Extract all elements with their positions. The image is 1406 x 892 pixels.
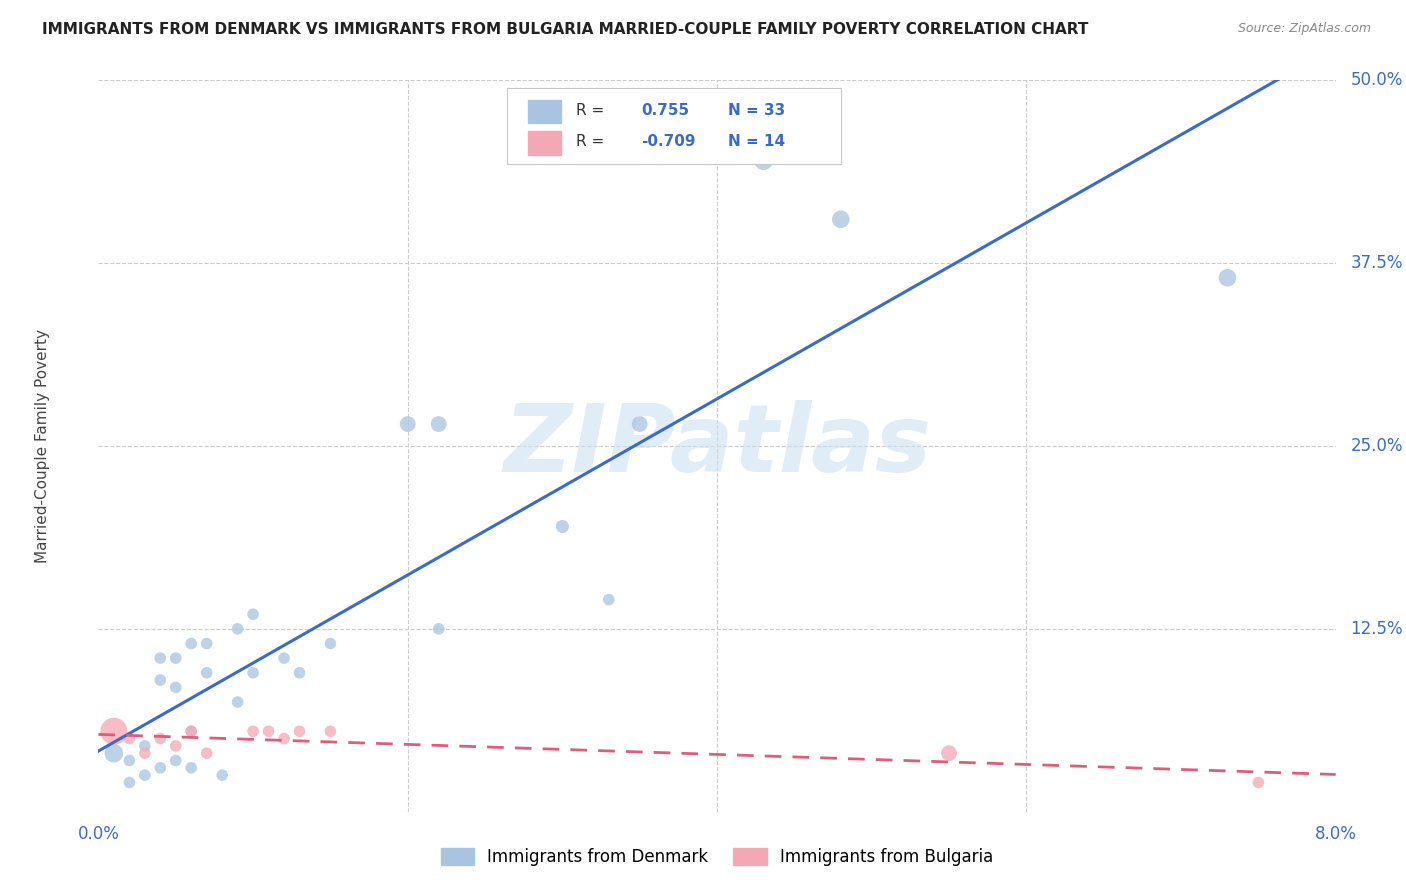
- Text: N = 33: N = 33: [728, 103, 786, 118]
- Point: [195, 665, 218, 680]
- Point: [1247, 775, 1270, 789]
- Point: [149, 731, 172, 746]
- Point: [628, 417, 651, 431]
- Point: [165, 754, 187, 768]
- Point: [598, 592, 620, 607]
- Point: [273, 731, 295, 746]
- Point: [149, 761, 172, 775]
- Point: [427, 622, 450, 636]
- Point: [118, 731, 141, 746]
- Point: [938, 746, 960, 760]
- Point: [118, 754, 141, 768]
- Point: [1216, 270, 1239, 285]
- Text: 25.0%: 25.0%: [1351, 437, 1403, 455]
- Point: [551, 519, 574, 533]
- FancyBboxPatch shape: [506, 87, 841, 164]
- Text: ZIPatlas: ZIPatlas: [503, 400, 931, 492]
- Point: [211, 768, 233, 782]
- Text: N = 14: N = 14: [728, 135, 786, 150]
- Text: Source: ZipAtlas.com: Source: ZipAtlas.com: [1237, 22, 1371, 36]
- Text: 50.0%: 50.0%: [1351, 71, 1403, 89]
- Point: [830, 212, 852, 227]
- FancyBboxPatch shape: [527, 100, 561, 123]
- Point: [165, 681, 187, 695]
- Text: IMMIGRANTS FROM DENMARK VS IMMIGRANTS FROM BULGARIA MARRIED-COUPLE FAMILY POVERT: IMMIGRANTS FROM DENMARK VS IMMIGRANTS FR…: [42, 22, 1088, 37]
- Text: Married-Couple Family Poverty: Married-Couple Family Poverty: [35, 329, 51, 563]
- Point: [226, 695, 249, 709]
- Point: [288, 665, 311, 680]
- Point: [149, 673, 172, 687]
- FancyBboxPatch shape: [527, 131, 561, 155]
- Point: [118, 775, 141, 789]
- Point: [242, 724, 264, 739]
- Point: [195, 746, 218, 760]
- Point: [396, 417, 419, 431]
- Point: [180, 636, 202, 650]
- Text: 12.5%: 12.5%: [1351, 620, 1403, 638]
- Point: [134, 739, 156, 753]
- Point: [427, 417, 450, 431]
- Point: [165, 651, 187, 665]
- Point: [195, 636, 218, 650]
- Point: [257, 724, 280, 739]
- Point: [226, 622, 249, 636]
- Point: [180, 761, 202, 775]
- Point: [103, 724, 125, 739]
- Text: R =: R =: [576, 135, 605, 150]
- Point: [288, 724, 311, 739]
- Point: [180, 724, 202, 739]
- Text: 37.5%: 37.5%: [1351, 254, 1403, 272]
- Point: [319, 636, 342, 650]
- Text: -0.709: -0.709: [641, 135, 696, 150]
- Point: [180, 724, 202, 739]
- Point: [273, 651, 295, 665]
- Point: [319, 724, 342, 739]
- Text: R =: R =: [576, 103, 605, 118]
- Point: [149, 651, 172, 665]
- Point: [752, 153, 775, 168]
- Point: [165, 739, 187, 753]
- Point: [242, 665, 264, 680]
- Text: 0.755: 0.755: [641, 103, 690, 118]
- Legend: Immigrants from Denmark, Immigrants from Bulgaria: Immigrants from Denmark, Immigrants from…: [434, 841, 1000, 873]
- Point: [103, 746, 125, 760]
- Point: [134, 746, 156, 760]
- Point: [242, 607, 264, 622]
- Point: [134, 768, 156, 782]
